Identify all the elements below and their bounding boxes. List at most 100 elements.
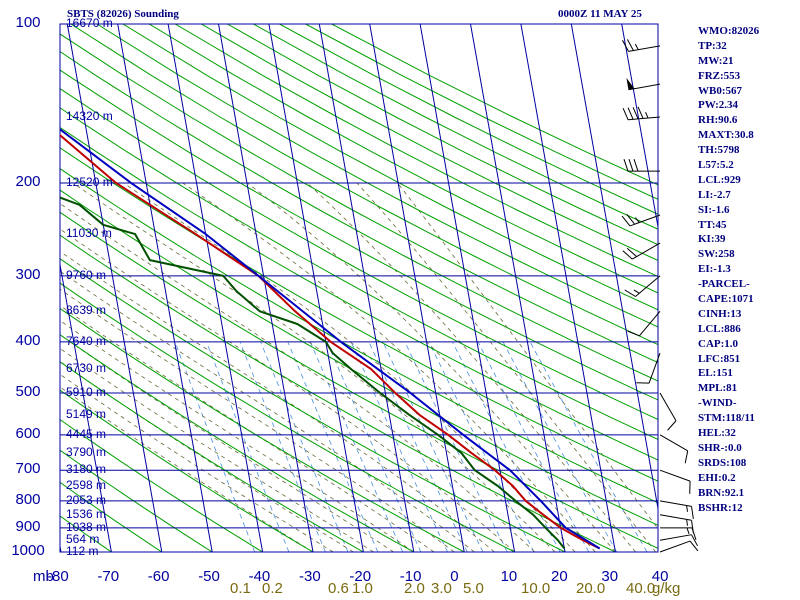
dewpoint-profile xyxy=(60,196,566,550)
mixing-ratio-label: 1.0 xyxy=(352,580,373,597)
dry-adiabat xyxy=(60,33,658,364)
index-line: EL:151 xyxy=(698,367,733,380)
dry-adiabat xyxy=(60,282,515,552)
sounding-profiles xyxy=(60,128,601,550)
isotherm xyxy=(268,24,364,552)
wind-barb xyxy=(621,214,661,227)
pressure-tick-label: 1000 xyxy=(11,542,45,559)
index-line: CAPE:1071 xyxy=(698,293,754,306)
dry-adiabat xyxy=(60,418,263,552)
wind-barbs xyxy=(621,39,699,553)
index-line: SI:-1.6 xyxy=(698,203,730,216)
mixing-ratio-lines xyxy=(174,341,648,552)
mixing-ratio-line xyxy=(326,341,422,552)
height-label: 4445 m xyxy=(66,426,107,441)
temperature-profile xyxy=(60,133,601,550)
mixing-ratio-line xyxy=(260,341,349,552)
dry-adiabats xyxy=(60,24,658,552)
height-label: 1038 m xyxy=(66,519,107,534)
isotherm xyxy=(470,24,566,552)
pressure-tick-label: 800 xyxy=(15,490,41,508)
height-label: 11030 m xyxy=(66,226,112,241)
temperature-tick-label: 0 xyxy=(450,568,459,585)
wind-barb xyxy=(659,469,691,494)
isotherm xyxy=(369,24,465,552)
dry-adiabat xyxy=(227,24,658,246)
height-label: 7640 m xyxy=(66,333,107,348)
parcel-profile xyxy=(60,128,601,550)
wind-barb xyxy=(624,275,661,297)
plot-frame xyxy=(59,23,659,553)
index-line: EHI:0.2 xyxy=(698,471,736,484)
temperature-tick-label: -30 xyxy=(299,568,321,585)
wind-barb xyxy=(659,434,689,464)
mixing-ratio-label: 0.1 xyxy=(230,580,251,597)
index-line: LCL:929 xyxy=(698,173,741,186)
height-label: 9760 m xyxy=(66,267,107,282)
height-label: 8639 m xyxy=(66,303,107,318)
moist-adiabat xyxy=(72,182,556,552)
index-line: L57:5.2 xyxy=(698,159,734,172)
dry-adiabat xyxy=(96,24,658,328)
dry-adiabat xyxy=(60,234,616,552)
temperature-tick-label: -10 xyxy=(399,568,422,585)
wind-barb xyxy=(622,106,661,121)
isotherm xyxy=(621,24,658,230)
index-line: TH:5798 xyxy=(698,144,740,157)
index-line: MPL:81 xyxy=(698,382,738,395)
index-line: LFC:851 xyxy=(698,352,741,365)
moist-adiabat xyxy=(60,347,374,552)
pressure-tick-label: 600 xyxy=(15,424,41,442)
index-line: MAXT:30.8 xyxy=(698,129,754,142)
station-title: SBTS (82026) Sounding xyxy=(67,8,179,20)
index-line: WMO:82026 xyxy=(698,25,760,37)
index-line: CAP:1.0 xyxy=(698,337,739,350)
dry-adiabat xyxy=(60,258,566,552)
dry-adiabat xyxy=(60,189,658,526)
mixing-ratio-unit: g/kg xyxy=(652,580,681,597)
isotherm xyxy=(318,24,415,552)
wind-barb xyxy=(636,352,661,384)
dry-adiabat xyxy=(60,107,658,441)
wind-barb xyxy=(622,242,661,260)
mixing-ratio-label: 0.6 xyxy=(328,580,349,597)
mixing-ratio-label: 5.0 xyxy=(463,580,484,597)
wind-barb xyxy=(659,540,699,553)
moist-adiabat xyxy=(60,304,435,552)
temperature-tick-label: 10 xyxy=(500,568,518,585)
mixing-ratio-line xyxy=(404,341,508,552)
index-line: CINH:13 xyxy=(698,307,742,320)
mixing-ratio-label: 40.0 xyxy=(626,580,656,597)
pressure-tick-label: 900 xyxy=(15,517,41,535)
index-line: SHR-:0.0 xyxy=(698,441,742,454)
index-line: LI:-2.7 xyxy=(698,188,731,201)
height-label: 16670 m xyxy=(66,16,113,30)
wind-barb xyxy=(626,77,661,91)
mixing-ratio-label: 0.2 xyxy=(262,580,283,597)
index-line: PW:2.34 xyxy=(698,99,739,112)
isotherm xyxy=(520,24,616,552)
temperature-tick-label: -80 xyxy=(47,568,69,585)
pressure-tick-label: 300 xyxy=(15,265,41,283)
index-line: EI:-1.3 xyxy=(698,263,731,276)
pressure-tick-label: 200 xyxy=(15,172,41,190)
dry-adiabat xyxy=(60,389,314,552)
isotherm xyxy=(218,24,314,552)
height-label: 3180 m xyxy=(66,462,107,477)
height-label: 2598 m xyxy=(66,478,107,493)
wind-barb xyxy=(659,500,694,519)
temperature-tick-label: 30 xyxy=(601,568,619,585)
wind-barb xyxy=(622,39,661,52)
moist-adiabat xyxy=(306,182,636,552)
dry-adiabat xyxy=(148,24,658,294)
height-label: 3790 m xyxy=(66,445,107,460)
index-line: -PARCEL- xyxy=(698,278,750,291)
index-line: MW:21 xyxy=(698,54,734,67)
index-line: WB0:567 xyxy=(698,84,742,97)
wind-barb xyxy=(659,534,698,547)
wind-barb xyxy=(659,514,694,533)
dry-adiabat xyxy=(60,307,465,552)
index-line: KI:39 xyxy=(698,233,726,246)
wind-barb xyxy=(660,527,697,540)
